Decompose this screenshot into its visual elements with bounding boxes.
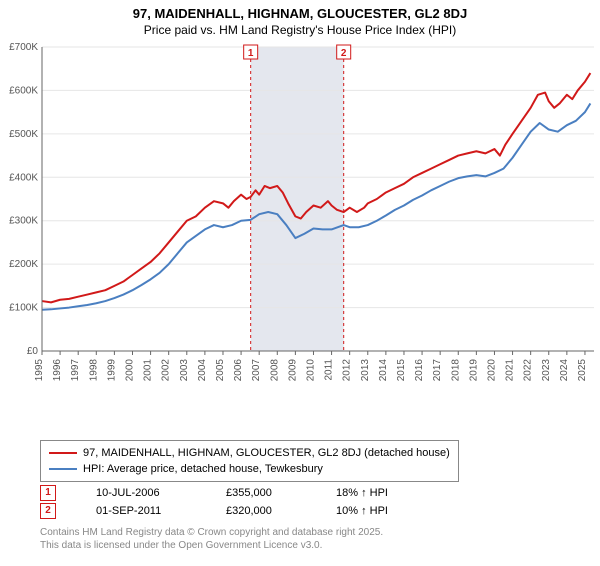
svg-text:2014: 2014: [378, 359, 389, 382]
legend: 97, MAIDENHALL, HIGHNAM, GLOUCESTER, GL2…: [40, 440, 459, 482]
legend-swatch: [49, 452, 77, 454]
svg-text:2005: 2005: [215, 359, 226, 382]
marker-price: £355,000: [226, 484, 296, 502]
footer-attribution: Contains HM Land Registry data © Crown c…: [40, 526, 383, 552]
marker-date: 10-JUL-2006: [96, 484, 186, 502]
legend-item: HPI: Average price, detached house, Tewk…: [49, 461, 450, 477]
svg-text:2011: 2011: [324, 359, 335, 381]
svg-text:2010: 2010: [305, 359, 316, 382]
marker-row: 1 10-JUL-2006 £355,000 18% ↑ HPI: [40, 484, 416, 502]
svg-text:2003: 2003: [179, 359, 190, 382]
svg-text:2004: 2004: [197, 359, 208, 382]
svg-text:2: 2: [341, 48, 347, 59]
legend-label: 97, MAIDENHALL, HIGHNAM, GLOUCESTER, GL2…: [83, 445, 450, 461]
svg-text:2025: 2025: [577, 359, 588, 382]
svg-text:2019: 2019: [468, 359, 479, 382]
svg-text:2021: 2021: [505, 359, 516, 382]
svg-text:2002: 2002: [161, 359, 172, 382]
svg-text:£300K: £300K: [9, 216, 38, 227]
svg-text:1998: 1998: [88, 359, 99, 382]
svg-text:£600K: £600K: [9, 85, 38, 96]
footer-line-2: This data is licensed under the Open Gov…: [40, 539, 383, 552]
sale-markers: 1 10-JUL-2006 £355,000 18% ↑ HPI 2 01-SEP-201…: [40, 484, 416, 520]
svg-text:2009: 2009: [287, 359, 298, 382]
marker-badge: 2: [40, 503, 56, 519]
chart-area: £0 £100K £200K £300K £400K £500K £600K £700K 199…: [8, 41, 598, 421]
svg-text:2016: 2016: [414, 359, 425, 382]
marker-row: 2 01-SEP-2011 £320,000 10% ↑ HPI: [40, 502, 416, 520]
svg-text:2020: 2020: [486, 359, 497, 382]
svg-text:£500K: £500K: [9, 129, 38, 140]
svg-text:2013: 2013: [360, 359, 371, 382]
svg-text:2024: 2024: [559, 359, 570, 382]
chart-subtitle: Price paid vs. HM Land Registry's House …: [0, 23, 600, 37]
svg-text:£100K: £100K: [9, 303, 38, 314]
svg-text:2023: 2023: [541, 359, 552, 382]
svg-text:1996: 1996: [52, 359, 63, 382]
svg-text:1: 1: [248, 48, 254, 59]
svg-text:2012: 2012: [342, 359, 353, 382]
footer-line-1: Contains HM Land Registry data © Crown c…: [40, 526, 383, 539]
marker-diff: 18% ↑ HPI: [336, 484, 416, 502]
svg-text:2007: 2007: [251, 359, 262, 382]
svg-text:£0: £0: [27, 346, 39, 357]
svg-text:£700K: £700K: [9, 42, 38, 53]
svg-text:2001: 2001: [143, 359, 154, 382]
marker-diff: 10% ↑ HPI: [336, 502, 416, 520]
svg-text:2022: 2022: [523, 359, 534, 382]
marker-price: £320,000: [226, 502, 296, 520]
svg-text:1995: 1995: [34, 359, 45, 382]
marker-badge: 1: [40, 485, 56, 501]
svg-text:£400K: £400K: [9, 172, 38, 183]
marker-date: 01-SEP-2011: [96, 502, 186, 520]
svg-text:2006: 2006: [233, 359, 244, 382]
chart-svg: £0 £100K £200K £300K £400K £500K £600K £700K 199…: [8, 41, 598, 421]
svg-text:2015: 2015: [396, 359, 407, 382]
svg-text:2018: 2018: [450, 359, 461, 382]
svg-text:2000: 2000: [124, 359, 135, 382]
legend-item: 97, MAIDENHALL, HIGHNAM, GLOUCESTER, GL2…: [49, 445, 450, 461]
svg-text:2008: 2008: [269, 359, 280, 382]
chart-title: 97, MAIDENHALL, HIGHNAM, GLOUCESTER, GL2…: [0, 6, 600, 21]
svg-text:2017: 2017: [432, 359, 443, 382]
svg-text:£200K: £200K: [9, 259, 38, 270]
svg-text:1999: 1999: [106, 359, 117, 382]
legend-swatch: [49, 468, 77, 470]
svg-text:1997: 1997: [70, 359, 81, 382]
legend-label: HPI: Average price, detached house, Tewk…: [83, 461, 323, 477]
